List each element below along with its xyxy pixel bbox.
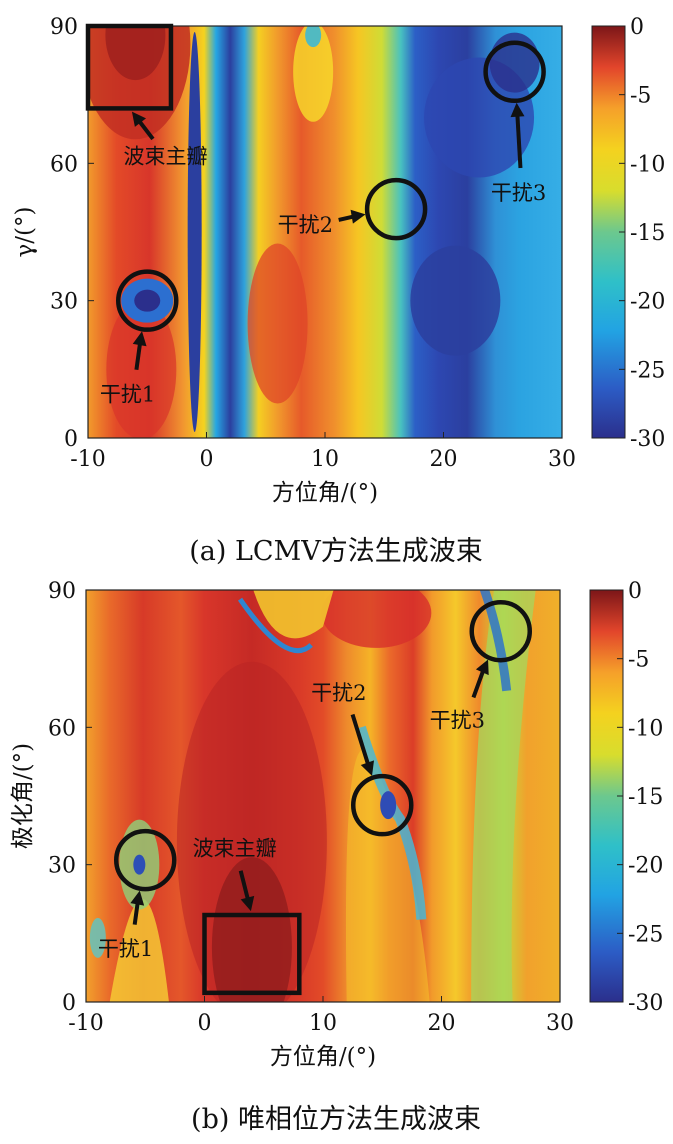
annotation: 干扰3 <box>430 599 532 732</box>
x-tick-label: -10 <box>68 1011 103 1036</box>
heatmap-field <box>88 26 562 438</box>
main-lobe-box <box>202 912 302 996</box>
annotation-label: 波束主瓣 <box>124 144 208 168</box>
annotation-arrow <box>238 870 251 902</box>
y-tick-label: 60 <box>48 716 76 741</box>
annotation: 干扰1 <box>100 269 179 406</box>
annotation-arrow <box>134 340 143 370</box>
interference-circle <box>116 269 179 332</box>
colorbar-tick-label: -10 <box>630 152 665 177</box>
annotation-arrowhead <box>475 659 489 676</box>
interference-circle <box>483 40 546 104</box>
x-tick-label: 20 <box>428 1011 456 1036</box>
annotation-arrow <box>471 667 486 699</box>
figure-caption: (b) 唯相位方法生成波束 <box>191 1104 481 1135</box>
annotation: 波束主瓣 <box>193 837 302 996</box>
annotation: 干扰2 <box>278 177 428 241</box>
annotation-label: 干扰1 <box>98 937 153 961</box>
colorbar-tick-label: -15 <box>630 221 665 246</box>
colorbar-tick-label: -30 <box>628 991 663 1016</box>
annotation-arrowhead <box>132 331 147 347</box>
y-tick-label: 0 <box>64 427 78 452</box>
colorbar-tick-label: -20 <box>630 290 665 315</box>
y-tick-label: 0 <box>62 991 76 1016</box>
colorbar-tick-label: -30 <box>630 427 665 452</box>
figure-caption: (a) LCMV方法生成波束 <box>189 536 482 567</box>
colorbar-tick-label: -15 <box>628 785 663 810</box>
y-tick-label: 30 <box>50 290 78 315</box>
annotation-arrowhead <box>510 102 525 118</box>
x-tick-label: 30 <box>548 447 576 472</box>
annotation-label: 干扰2 <box>278 213 333 237</box>
y-axis-label: 极化角/(°) <box>10 743 36 849</box>
colorbar-tick-label: -25 <box>628 922 663 947</box>
chart-panel-b: -10 0 10 20 30 0 30 60 90 方位角/(°) 极化角/(°) 0 -5 -10 -15… <box>0 572 673 1144</box>
annotation-arrowhead <box>131 111 146 127</box>
annotation: 干扰2 <box>311 681 414 837</box>
colorbar-tick-label: -20 <box>628 854 663 879</box>
x-tick-label: 10 <box>309 1011 337 1036</box>
annotation-arrow <box>350 713 371 768</box>
annotation-arrow <box>136 118 155 141</box>
x-tick-label: 20 <box>430 447 458 472</box>
x-axis-label: 方位角/(°) <box>272 480 378 506</box>
annotation: 波束主瓣 <box>85 23 208 168</box>
interference-circle <box>469 599 532 663</box>
y-tick-label: 60 <box>50 152 78 177</box>
x-tick-label: 0 <box>200 447 214 472</box>
colorbar-tick-label: -5 <box>630 84 651 109</box>
x-tick-label: 10 <box>311 447 339 472</box>
annotation-label: 干扰3 <box>430 708 485 732</box>
annotation-label: 干扰3 <box>491 181 546 205</box>
y-tick-label: 90 <box>50 15 78 40</box>
colorbar-tick-label: 0 <box>630 15 644 40</box>
x-axis-label: 方位角/(°) <box>270 1044 376 1070</box>
x-tick-label: -10 <box>70 447 105 472</box>
y-tick-label: 90 <box>48 579 76 604</box>
x-tick-label: 30 <box>546 1011 574 1036</box>
annotation-arrowhead <box>360 760 375 776</box>
colorbar-tick-label: -10 <box>628 716 663 741</box>
x-tick-label: 0 <box>198 1011 212 1036</box>
heatmap-chart-b: -10 0 10 20 300306090方位角/(°)极化角/(°)0-5-10-15… <box>10 579 663 1135</box>
annotation-arrowhead <box>350 209 366 224</box>
interference-circle <box>364 177 428 241</box>
colorbar-tick-label: -25 <box>630 358 665 383</box>
interference-circle <box>351 773 414 837</box>
annotation-arrowhead <box>130 890 145 906</box>
chart-panel-a: -10 0 10 20 30 0 30 60 90 方位角/(°) γ/(°) 0 -5 -10 -15 -2… <box>12 15 665 567</box>
y-axis-label: γ/(°) <box>12 207 38 258</box>
annotation-arrowhead <box>240 895 255 912</box>
colorbar-tick-label: 0 <box>628 579 642 604</box>
annotation-arrow <box>515 112 523 169</box>
heatmap-chart-a: -10 0 10 20 300306090方位角/(°)γ/(°)0-5-10-15-2… <box>12 15 665 567</box>
interference-circle <box>114 828 177 892</box>
annotation-label: 干扰1 <box>100 382 155 406</box>
colorbar-tick-label: -5 <box>628 648 649 673</box>
annotation: 干扰3 <box>483 40 546 205</box>
y-tick-label: 30 <box>48 854 76 879</box>
annotation-arrow <box>132 900 140 925</box>
heatmap-field <box>86 590 560 1002</box>
main-lobe-box <box>85 23 174 111</box>
annotation-label: 波束主瓣 <box>193 837 277 861</box>
annotation: 干扰1 <box>98 828 177 961</box>
annotation-label: 干扰2 <box>311 681 366 705</box>
